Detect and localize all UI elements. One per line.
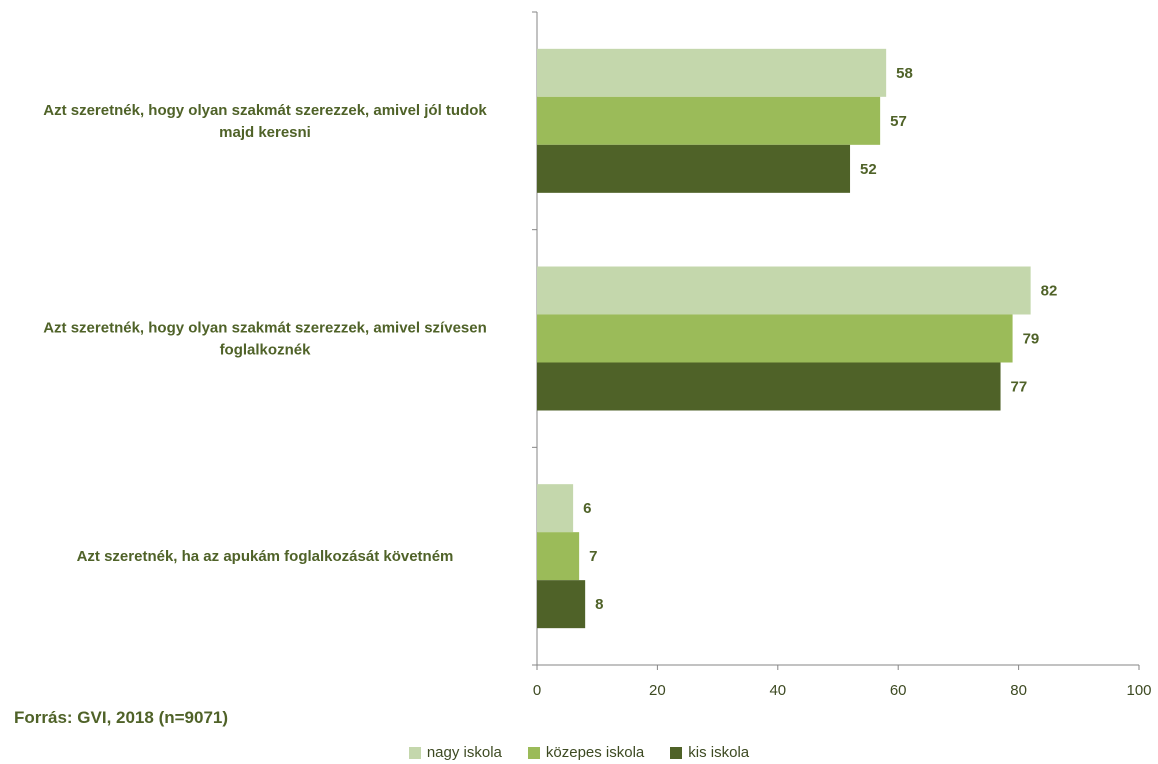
category-label: Azt szeretnék, hogy olyan szakmát szerez… <box>43 320 487 359</box>
legend-swatch-nagy-iskola <box>408 746 421 759</box>
data-label: 7 <box>589 548 597 565</box>
bar <box>537 48 887 97</box>
legend-item-nagy-iskola: nagy iskola <box>408 744 502 761</box>
bar <box>537 314 1013 363</box>
x-tick-label: 80 <box>1010 682 1027 699</box>
data-label: 57 <box>890 113 907 130</box>
legend-swatch-kis-iskola <box>670 746 683 759</box>
data-label: 77 <box>1011 379 1028 396</box>
x-tick-label: 100 <box>1126 682 1151 699</box>
legend-item-kozepes-iskola: közepes iskola <box>527 744 645 761</box>
bar <box>537 532 580 581</box>
category-label: Azt szeretnék, hogy olyan szakmát szerez… <box>43 102 487 141</box>
x-tick-label: 40 <box>769 682 786 699</box>
data-label: 79 <box>1023 331 1040 348</box>
bar <box>537 362 1001 411</box>
legend-swatch-kozepes-iskola <box>527 746 540 759</box>
source-note: Forrás: GVI, 2018 (n=9071) <box>14 708 229 727</box>
data-label: 8 <box>595 596 603 613</box>
data-label: 58 <box>896 65 913 82</box>
legend: nagy iskola közepes iskola kis iskola <box>0 744 1158 761</box>
legend-label-nagy-iskola: nagy iskola <box>426 744 502 761</box>
legend-label-kis-iskola: kis iskola <box>688 744 750 761</box>
bar <box>537 580 586 629</box>
legend-item-kis-iskola: kis iskola <box>670 744 749 761</box>
data-label: 6 <box>583 500 591 517</box>
x-tick-label: 0 <box>533 682 541 699</box>
x-tick-label: 60 <box>890 682 907 699</box>
bar <box>537 266 1031 315</box>
bar <box>537 96 881 145</box>
legend-label-kozepes-iskola: közepes iskola <box>545 744 645 761</box>
category-label: Azt szeretnék, ha az apukám foglalkozásá… <box>77 548 454 565</box>
bar <box>537 144 851 193</box>
data-label: 52 <box>860 161 877 178</box>
x-tick-label: 20 <box>649 682 666 699</box>
data-label: 82 <box>1041 283 1058 300</box>
bar <box>537 484 574 533</box>
